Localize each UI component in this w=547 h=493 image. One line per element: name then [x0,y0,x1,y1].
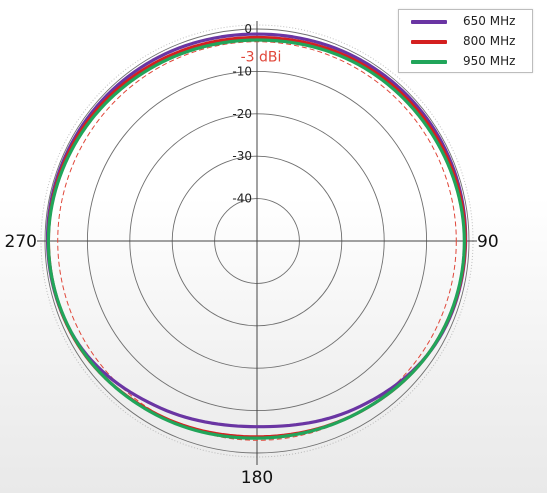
legend-swatch-950 [411,60,447,64]
radial-tick-label: -20 [232,107,252,121]
legend-item-800: 800 MHz [399,32,534,52]
legend: 650 MHz 800 MHz 950 MHz [398,9,533,73]
series-line-650-mhz [45,32,468,429]
legend-item-950: 950 MHz [399,52,534,72]
angle-label: 270 [5,232,37,252]
legend-item-650: 650 MHz [399,12,534,32]
series-layer [45,32,468,440]
reference-label: -3 dBi [241,50,282,66]
radial-tick-label: 0 [244,22,252,36]
legend-label-650: 650 MHz [463,14,516,28]
series-line-950-mhz [46,38,466,440]
legend-swatch-650 [411,20,447,24]
legend-swatch-800 [411,40,447,44]
angle-label: 90 [477,232,499,252]
polar-grid [37,21,477,465]
radial-tick-label: -30 [232,149,252,163]
radial-tick-label: -10 [232,64,252,78]
radial-tick-label: -40 [232,192,252,206]
legend-label-950: 950 MHz [463,54,516,68]
reference-circle [57,41,457,441]
label-layer: 0 -10 -20 -30 -40 -3 dBi 90 180 270 [5,22,499,488]
legend-label-800: 800 MHz [463,34,516,48]
angle-label: 180 [241,468,273,488]
